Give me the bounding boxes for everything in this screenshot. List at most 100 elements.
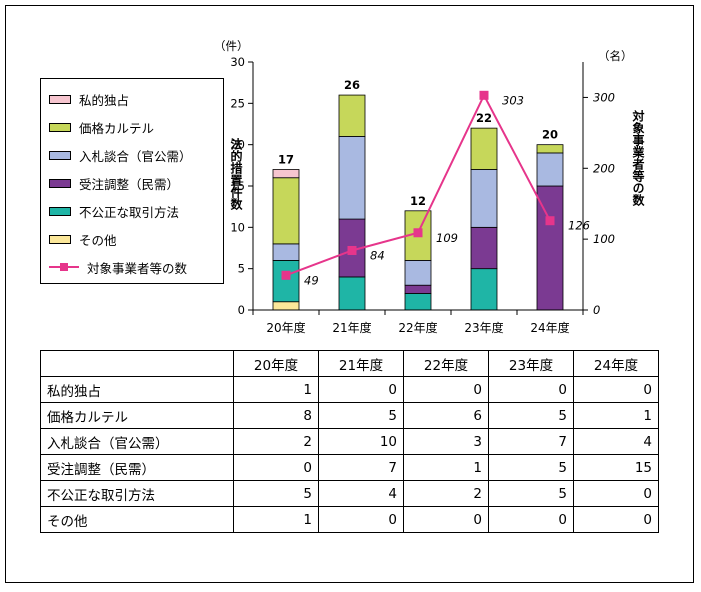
table-cell: 5 (488, 402, 574, 429)
table-cell: 0 (403, 376, 489, 403)
x-tick-label: 24年度 (530, 320, 569, 335)
bar-segment (338, 135, 366, 220)
x-tick-label: 22年度 (398, 320, 437, 335)
table-cell: 1 (573, 402, 659, 429)
x-tick-label: 20年度 (266, 320, 305, 335)
legend-item-businesses: 対象事業者等の数 (49, 257, 187, 277)
table-cell: 5 (233, 480, 319, 507)
line-point-label: 126 (568, 219, 590, 233)
bar-segment (536, 152, 564, 187)
bar-segment (272, 259, 300, 303)
table-header-row: 20年度 21年度 22年度 23年度 24年度 (40, 350, 659, 377)
line-point-label: 109 (436, 231, 458, 245)
legend-label: 価格カルテル (79, 120, 155, 136)
line-point-marker (281, 270, 291, 280)
table-cell: 2 (403, 480, 489, 507)
legend-item-bid-rigging: 入札談合（官公需） (49, 145, 192, 165)
legend-item-unfair-trade: 不公正な取引方法 (49, 201, 179, 221)
bar-total-label: 17 (278, 152, 294, 166)
table-cell: 0 (573, 506, 659, 533)
table-cell: 0 (488, 376, 574, 403)
table-row-label: 不公正な取引方法 (40, 480, 234, 507)
table-header-cell: 22年度 (403, 350, 489, 377)
y-right-tick-label: 0 (593, 303, 600, 317)
bar-segment (470, 268, 498, 311)
bar-segment (272, 301, 300, 311)
legend-swatch (49, 122, 71, 132)
bar-segment (536, 185, 564, 311)
line-point-marker (347, 245, 357, 255)
y-left-tick-label: 15 (230, 179, 245, 193)
y-left-tick-label: 30 (230, 55, 245, 69)
legend-swatch (49, 150, 71, 160)
legend-line-marker (49, 262, 79, 272)
legend-swatch (49, 206, 71, 216)
y-left-tick-label: 10 (230, 220, 245, 234)
figure-frame (5, 5, 694, 583)
chart-legend: 私的独占 価格カルテル 入札談合（官公需） 受注調整（民需） 不公正な取引方法 … (40, 78, 224, 284)
table-cell: 2 (233, 428, 319, 455)
table-row-label: その他 (40, 506, 234, 533)
bar-segment (404, 293, 432, 311)
y-left-unit: （件） (214, 39, 249, 53)
y-left-axis-title: 法的措置件数 (229, 137, 243, 211)
legend-label: 不公正な取引方法 (79, 204, 180, 220)
legend-label: 私的独占 (79, 92, 130, 108)
bar-total-label: 20 (542, 128, 558, 142)
bar-segment (404, 284, 432, 294)
table-cell: 0 (318, 376, 404, 403)
legend-item-price-cartel: 価格カルテル (49, 117, 154, 137)
table-cell: 0 (573, 480, 659, 507)
table-cell: 3 (403, 428, 489, 455)
table-cell: 7 (488, 428, 574, 455)
line-point-label: 84 (370, 248, 385, 262)
y-right-tick-label: 100 (593, 232, 615, 246)
table-cell: 4 (573, 428, 659, 455)
table-cell: 5 (488, 480, 574, 507)
bar-segment (470, 226, 498, 270)
table-header-cell: 23年度 (488, 350, 574, 377)
bar-total-label: 12 (410, 194, 426, 208)
y-left-tick-label: 25 (230, 96, 245, 110)
table-row: 価格カルテル 8 5 6 5 1 (40, 402, 659, 429)
table-row: 入札談合（官公需） 2 10 3 7 4 (40, 428, 659, 455)
table-header-cell: 20年度 (233, 350, 319, 377)
table-cell: 15 (573, 454, 659, 481)
table-cell: 4 (318, 480, 404, 507)
table-cell: 1 (233, 376, 319, 403)
x-tick-label: 23年度 (464, 320, 503, 335)
line-point-label: 49 (304, 273, 319, 287)
legend-label: その他 (79, 232, 117, 248)
bar-total-label: 26 (344, 78, 360, 92)
legend-label: 受注調整（民需） (79, 176, 180, 192)
table-row-label: 受注調整（民需） (40, 454, 234, 481)
table-cell: 6 (403, 402, 489, 429)
y-right-tick-label: 300 (593, 90, 615, 104)
bar-segment (470, 169, 498, 228)
legend-label: 入札談合（官公需） (79, 148, 192, 164)
line-point-marker (413, 228, 423, 238)
y-left-tick-label: 20 (230, 138, 245, 152)
table-row-label: 価格カルテル (40, 402, 234, 429)
table-row-label: 私的独占 (40, 376, 234, 403)
table-header-cell: 21年度 (318, 350, 404, 377)
table-row: 受注調整（民需） 0 7 1 5 15 (40, 454, 659, 481)
table-cell: 8 (233, 402, 319, 429)
y-right-axis-title: 対象事業者等の数 (631, 109, 645, 207)
table-cell: 0 (403, 506, 489, 533)
y-right-unit: （名） (598, 49, 633, 63)
legend-item-order-adjustment: 受注調整（民需） (49, 173, 179, 193)
table-cell: 1 (233, 506, 319, 533)
table-cell: 5 (318, 402, 404, 429)
line-point-label: 303 (502, 93, 524, 107)
table-cell: 0 (488, 506, 574, 533)
table-row: 私的独占 1 0 0 0 0 (40, 376, 659, 403)
bar-segment (404, 259, 432, 286)
table-header-cell: 24年度 (573, 350, 659, 377)
table-cell: 5 (488, 454, 574, 481)
table-row-label: 入札談合（官公需） (40, 428, 234, 455)
legend-swatch (49, 94, 71, 104)
legend-swatch (49, 178, 71, 188)
y-left-tick-label: 0 (238, 303, 245, 317)
bar-segment (272, 169, 300, 179)
